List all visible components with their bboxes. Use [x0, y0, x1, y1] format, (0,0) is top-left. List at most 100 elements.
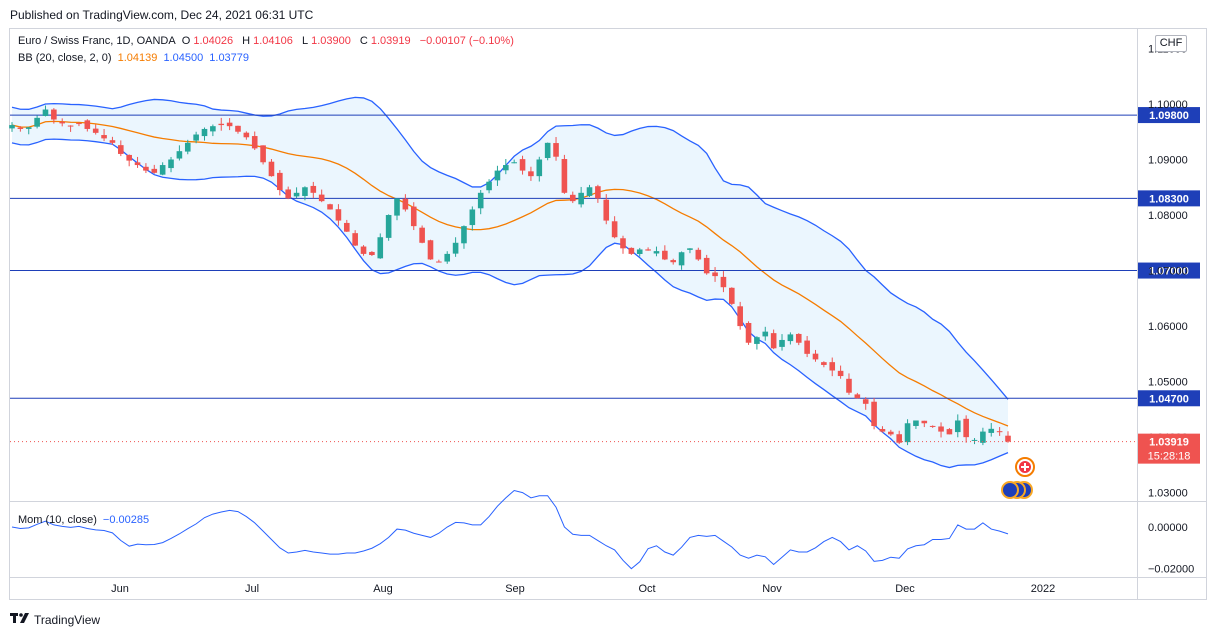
- mom-label: Mom (10, close): [18, 514, 97, 526]
- candle-body: [553, 143, 559, 157]
- mom-tick-0: 0.00000: [1148, 522, 1188, 534]
- candle-body: [988, 428, 995, 433]
- candle-body: [728, 287, 735, 304]
- candle-body: [25, 127, 32, 129]
- symbol-legend[interactable]: Euro / Swiss Franc, 1D, OANDA O 1.04026 H…: [18, 35, 517, 47]
- candle-body: [427, 240, 434, 260]
- level-label-0: 1.09800: [1149, 110, 1189, 122]
- high-label: H: [242, 35, 251, 47]
- candle-body: [168, 159, 174, 169]
- candle-body: [218, 123, 225, 126]
- candle-body: [118, 145, 124, 154]
- candle-body: [410, 206, 417, 227]
- candle-body: [536, 159, 543, 177]
- candle-body: [436, 261, 442, 263]
- candle-body: [84, 120, 91, 129]
- bb-lower-line: [11, 138, 1009, 469]
- candle-body: [569, 194, 576, 202]
- symbol-name: Euro / Swiss Franc, 1D, OANDA: [18, 35, 176, 47]
- candle-body: [946, 429, 953, 435]
- momentum-legend[interactable]: Mom (10, close) −0.00285: [18, 514, 152, 526]
- candle-body: [226, 122, 233, 127]
- candle-body: [285, 189, 292, 199]
- candle-body: [645, 249, 651, 251]
- candle-body: [360, 246, 367, 254]
- candle-body: [720, 276, 727, 288]
- candle-body: [184, 142, 191, 152]
- bb-legend[interactable]: BB (20, close, 2, 0) 1.04139 1.04500 1.0…: [18, 52, 252, 64]
- price-tick-2: 1.09000: [1148, 154, 1188, 166]
- candle-body: [176, 151, 183, 159]
- time-tick-3: Sep: [505, 583, 525, 595]
- candle-body: [620, 238, 626, 249]
- candle-body: [511, 162, 517, 164]
- price-tick-1: 1.10000: [1148, 99, 1188, 111]
- candle-body: [862, 399, 869, 404]
- time-tick-2: Aug: [373, 583, 393, 595]
- candle-body: [929, 425, 936, 427]
- level-label-bg-2: [1138, 262, 1200, 279]
- candle-body: [662, 250, 668, 260]
- candle-body: [151, 168, 158, 173]
- candle-body: [369, 251, 375, 256]
- candle-body: [452, 242, 459, 254]
- candle-body: [51, 109, 57, 120]
- candle-body: [628, 247, 635, 254]
- candle-body: [335, 209, 342, 221]
- tradingview-footer[interactable]: TradingView: [10, 612, 100, 627]
- time-tick-1: Jul: [245, 583, 259, 595]
- candle-body: [821, 362, 827, 365]
- candle-body: [971, 439, 978, 441]
- candle-body: [477, 192, 484, 209]
- level-label-3: 1.04700: [1149, 393, 1189, 405]
- candle-body: [578, 192, 584, 205]
- candle-body: [879, 429, 886, 432]
- candle-body: [896, 434, 902, 443]
- bb-basis-value: 1.04139: [117, 52, 158, 64]
- candle-body: [846, 378, 852, 393]
- candle-body: [310, 185, 317, 193]
- candle-body: [394, 198, 400, 216]
- mom-value: −0.00285: [102, 514, 150, 526]
- bb-lower-value: 1.03779: [209, 52, 250, 64]
- candle-body: [611, 221, 618, 238]
- candle-body: [469, 209, 476, 226]
- candle-body: [795, 333, 802, 343]
- candle-body: [92, 128, 99, 133]
- bb-upper-line: [11, 96, 1009, 400]
- price-tick-8: 1.03000: [1148, 488, 1188, 500]
- candle-body: [519, 159, 526, 171]
- currency-button[interactable]: CHF: [1155, 35, 1187, 52]
- candle-body: [76, 123, 82, 125]
- candle-body: [486, 181, 492, 191]
- level-label-1: 1.08300: [1149, 193, 1189, 205]
- candle-body: [854, 394, 861, 399]
- candle-body: [302, 187, 308, 196]
- close-value: 1.03919: [370, 35, 411, 47]
- high-value: 1.04106: [253, 35, 293, 47]
- candle-body: [260, 145, 266, 163]
- candle-body: [544, 142, 551, 159]
- candle-body: [770, 333, 777, 349]
- price-tick-6: 1.05000: [1148, 377, 1188, 389]
- earnings-icon-2: [1001, 481, 1019, 499]
- candle-body: [904, 423, 911, 443]
- momentum-line: [11, 489, 1009, 570]
- candle-body: [737, 306, 743, 327]
- candle-body: [528, 171, 534, 177]
- time-tick-0: Jun: [111, 583, 129, 595]
- candle-body: [243, 132, 250, 138]
- open-label: O: [181, 35, 191, 47]
- candle-body: [327, 204, 333, 210]
- countdown-label: 15:28:18: [1148, 451, 1191, 463]
- candle-body: [837, 370, 844, 377]
- candle-body: [586, 187, 593, 196]
- price-tick-5: 1.06000: [1148, 321, 1188, 333]
- candle-body: [954, 420, 961, 433]
- candle-body: [888, 431, 894, 435]
- candle-body: [318, 194, 325, 202]
- candle-body: [779, 339, 785, 347]
- candle-body: [109, 140, 116, 143]
- change-value: −0.00107 (−0.10%): [419, 35, 514, 47]
